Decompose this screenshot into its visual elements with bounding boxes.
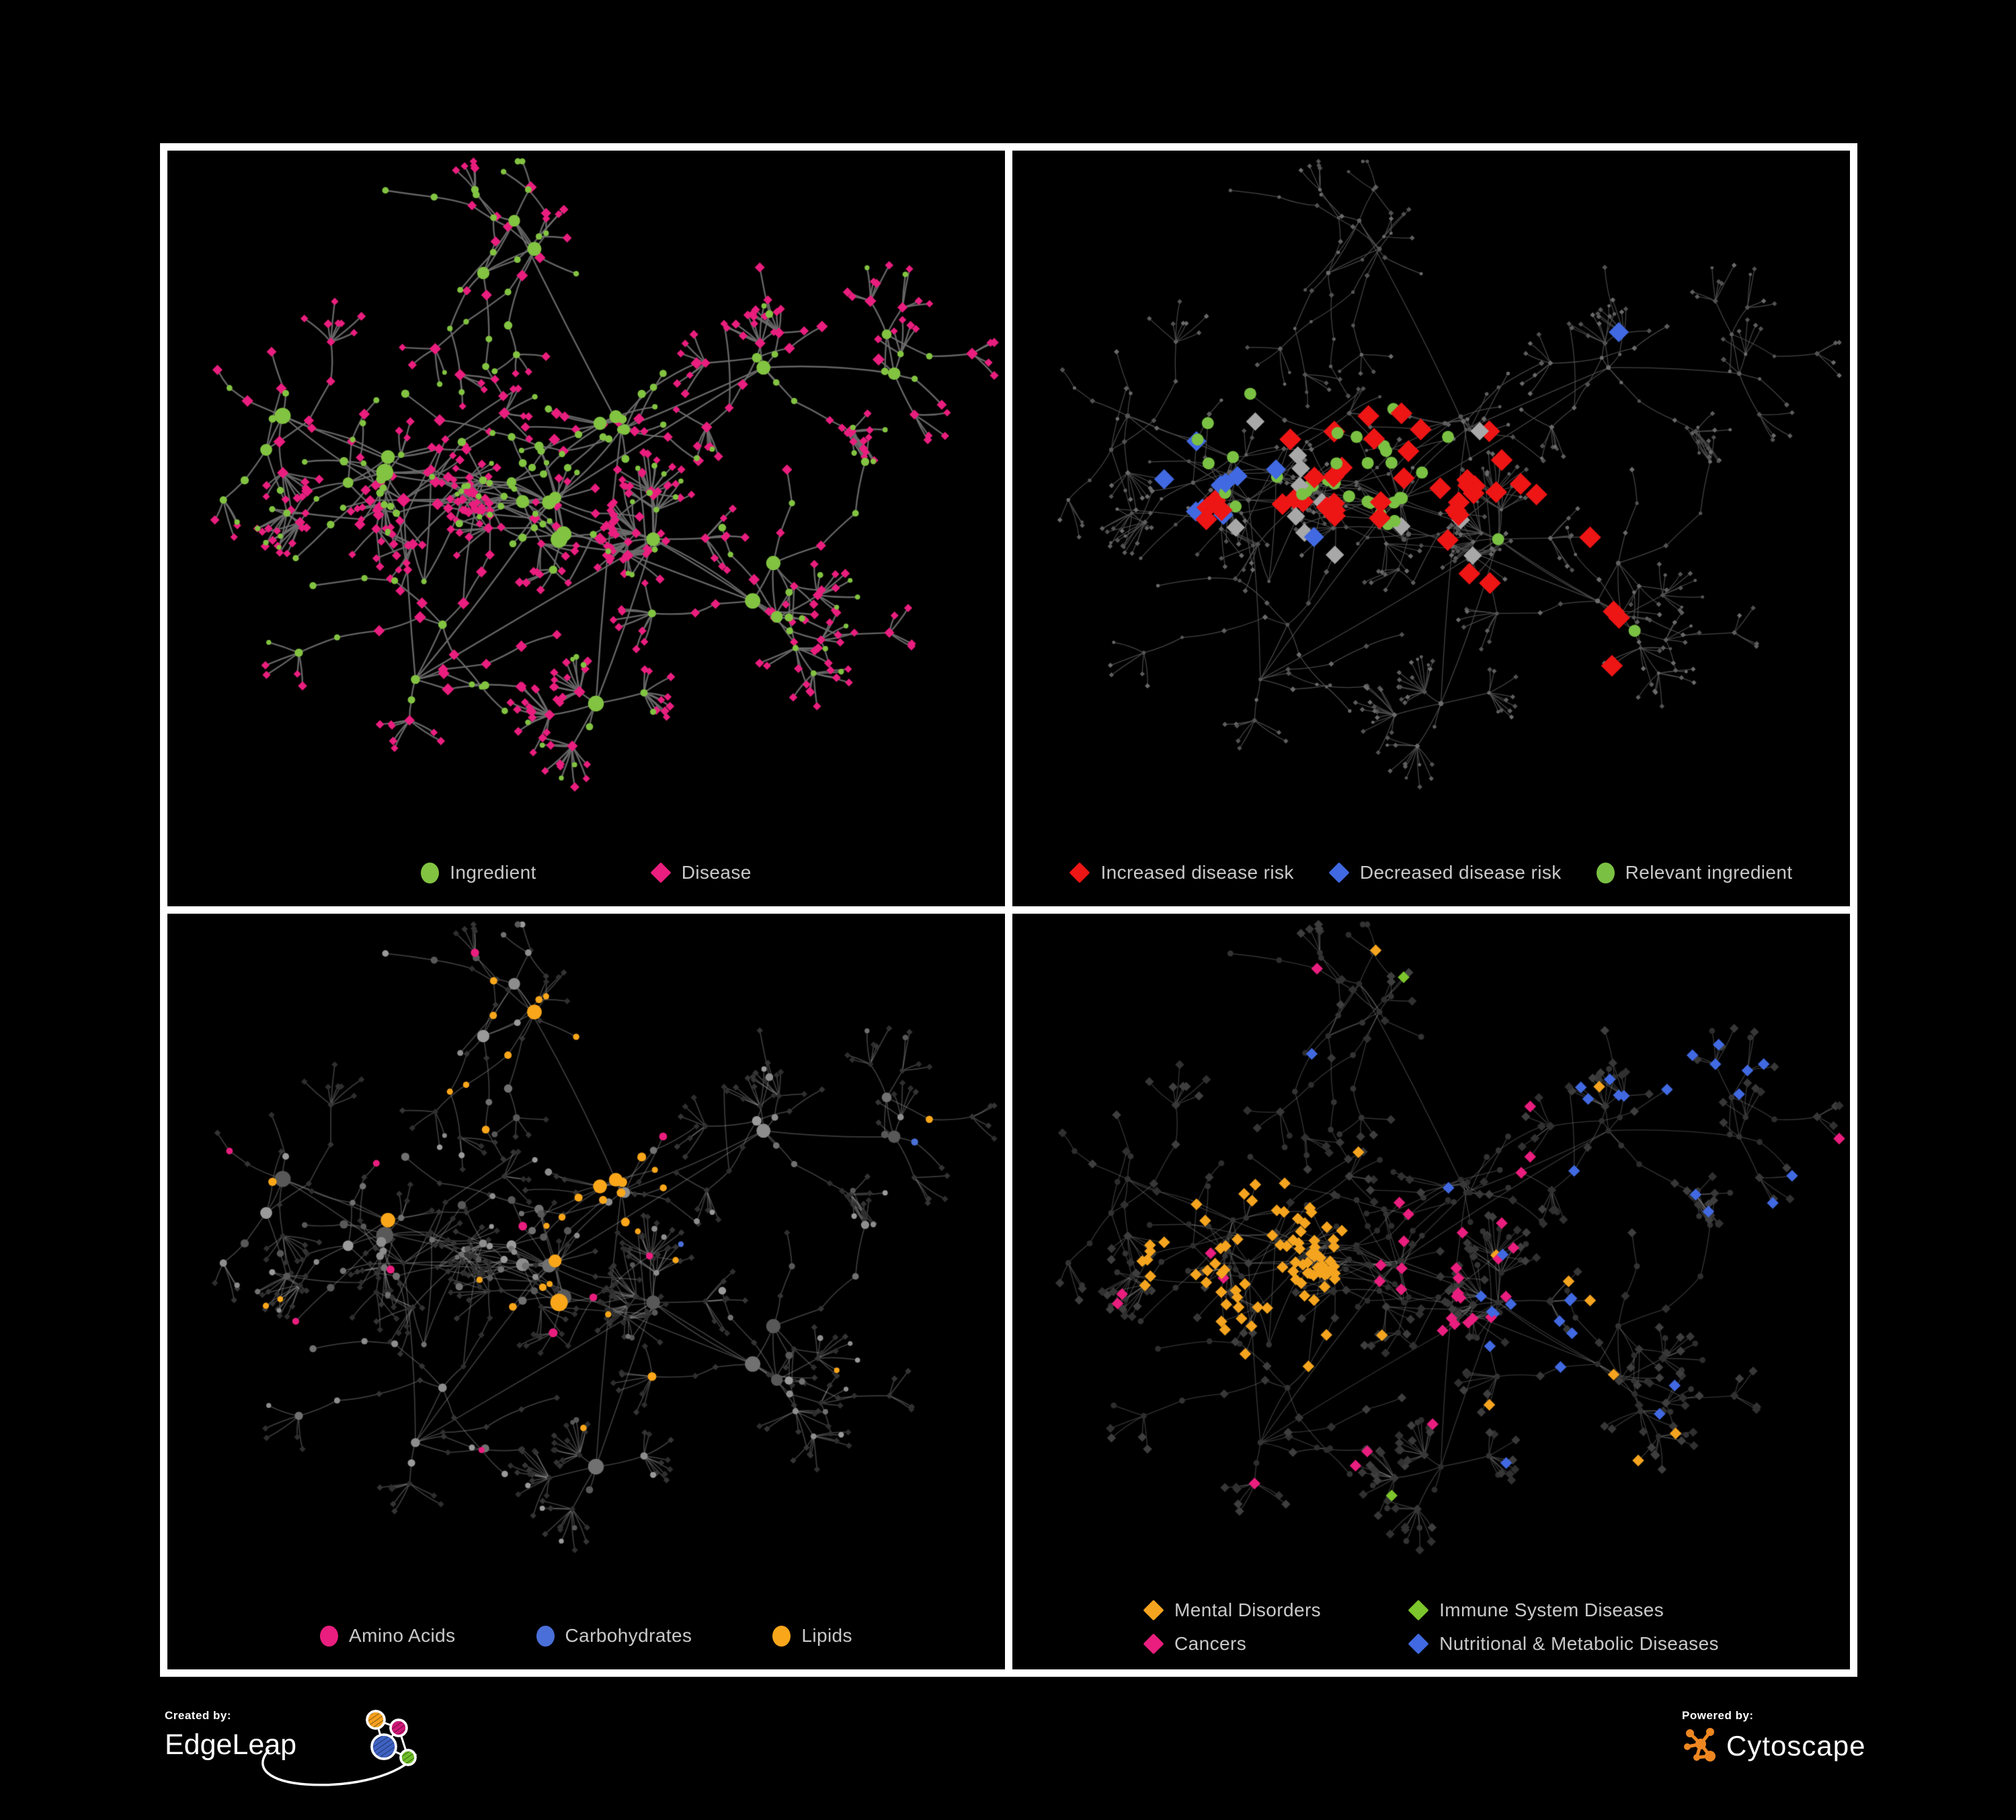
legend-marker-circle xyxy=(536,1625,555,1647)
legend-marker-diamond xyxy=(1408,1633,1429,1655)
legend-disease-risk: Increased disease risk Decreased disease … xyxy=(1012,862,1850,883)
legend-label: Lipids xyxy=(801,1625,852,1646)
legend-label: Cancers xyxy=(1174,1633,1247,1654)
edgeleap-brand: EdgeLeap xyxy=(165,1729,297,1761)
legend-item: Amino Acids xyxy=(320,1625,455,1647)
created-by-label: Created by: xyxy=(165,1709,232,1722)
legend-label: Immune System Diseases xyxy=(1439,1599,1664,1620)
legend-marker-circle xyxy=(1596,862,1615,883)
panel-disease-risk: Increased disease risk Decreased disease … xyxy=(1012,151,1850,906)
legend-item: Cancers xyxy=(1143,1633,1246,1655)
legend-label: Increased disease risk xyxy=(1100,862,1294,883)
panel-disease-classes: Mental Disorders Immune System Diseases Ca… xyxy=(1012,914,1850,1669)
powered-by-label: Powered by: xyxy=(1682,1709,1754,1722)
legend-marker-circle xyxy=(320,1625,339,1647)
created-by-block: Created by: EdgeLeap xyxy=(165,1709,417,1810)
legend-label: Ingredient xyxy=(450,862,536,883)
network-canvas-macronutrient-classes xyxy=(167,914,1005,1595)
legend-label: Relevant ingredient xyxy=(1625,862,1793,883)
legend-disease-classes: Mental Disorders Immune System Diseases Ca… xyxy=(1012,1599,1850,1655)
legend-marker-diamond xyxy=(650,862,672,883)
legend-item: Mental Disorders xyxy=(1143,1599,1321,1621)
legend-item: Disease xyxy=(650,862,752,883)
legend-item: Decreased disease risk xyxy=(1328,862,1562,883)
cytoscape-logo-icon xyxy=(1684,1728,1716,1762)
figure-grid: Ingredient Disease Increased disease risk… xyxy=(160,143,1857,1677)
network-canvas-disease-risk xyxy=(1012,151,1850,832)
legend-item: Increased disease risk xyxy=(1069,862,1294,883)
legend-item: Lipids xyxy=(772,1625,852,1647)
legend-item: Carbohydrates xyxy=(536,1625,692,1647)
cytoscape-brand: Cytoscape xyxy=(1726,1730,1866,1762)
legend-marker-diamond xyxy=(1143,1633,1164,1655)
legend-marker-diamond xyxy=(1328,862,1350,883)
network-canvas-disease-classes xyxy=(1012,914,1850,1595)
legend-marker-circle xyxy=(772,1625,791,1647)
legend-ingredient-disease: Ingredient Disease xyxy=(167,862,1005,883)
legend-label: Disease xyxy=(681,862,752,883)
panel-ingredient-disease: Ingredient Disease xyxy=(167,151,1005,906)
legend-item: Relevant ingredient xyxy=(1596,862,1793,883)
legend-marker-diamond xyxy=(1069,862,1091,883)
legend-label: Amino Acids xyxy=(349,1625,456,1646)
legend-macronutrient-classes: Amino Acids Carbohydrates Lipids xyxy=(167,1625,1005,1647)
legend-label: Nutritional & Metabolic Diseases xyxy=(1439,1633,1719,1654)
panel-macronutrient-classes: Amino Acids Carbohydrates Lipids xyxy=(167,914,1005,1669)
legend-item: Nutritional & Metabolic Diseases xyxy=(1408,1633,1719,1655)
edgeleap-logo-icon xyxy=(261,1710,417,1786)
legend-marker-circle xyxy=(421,862,440,883)
legend-item: Immune System Diseases xyxy=(1408,1599,1664,1621)
legend-marker-diamond xyxy=(1408,1599,1429,1621)
powered-by-block: Powered by: Cytoscape xyxy=(1682,1709,1924,1790)
legend-label: Carbohydrates xyxy=(565,1625,692,1646)
legend-label: Mental Disorders xyxy=(1174,1599,1322,1620)
network-canvas-ingredient-disease xyxy=(167,151,1005,832)
legend-marker-diamond xyxy=(1143,1599,1164,1621)
legend-item: Ingredient xyxy=(421,862,536,883)
legend-label: Decreased disease risk xyxy=(1359,862,1562,883)
